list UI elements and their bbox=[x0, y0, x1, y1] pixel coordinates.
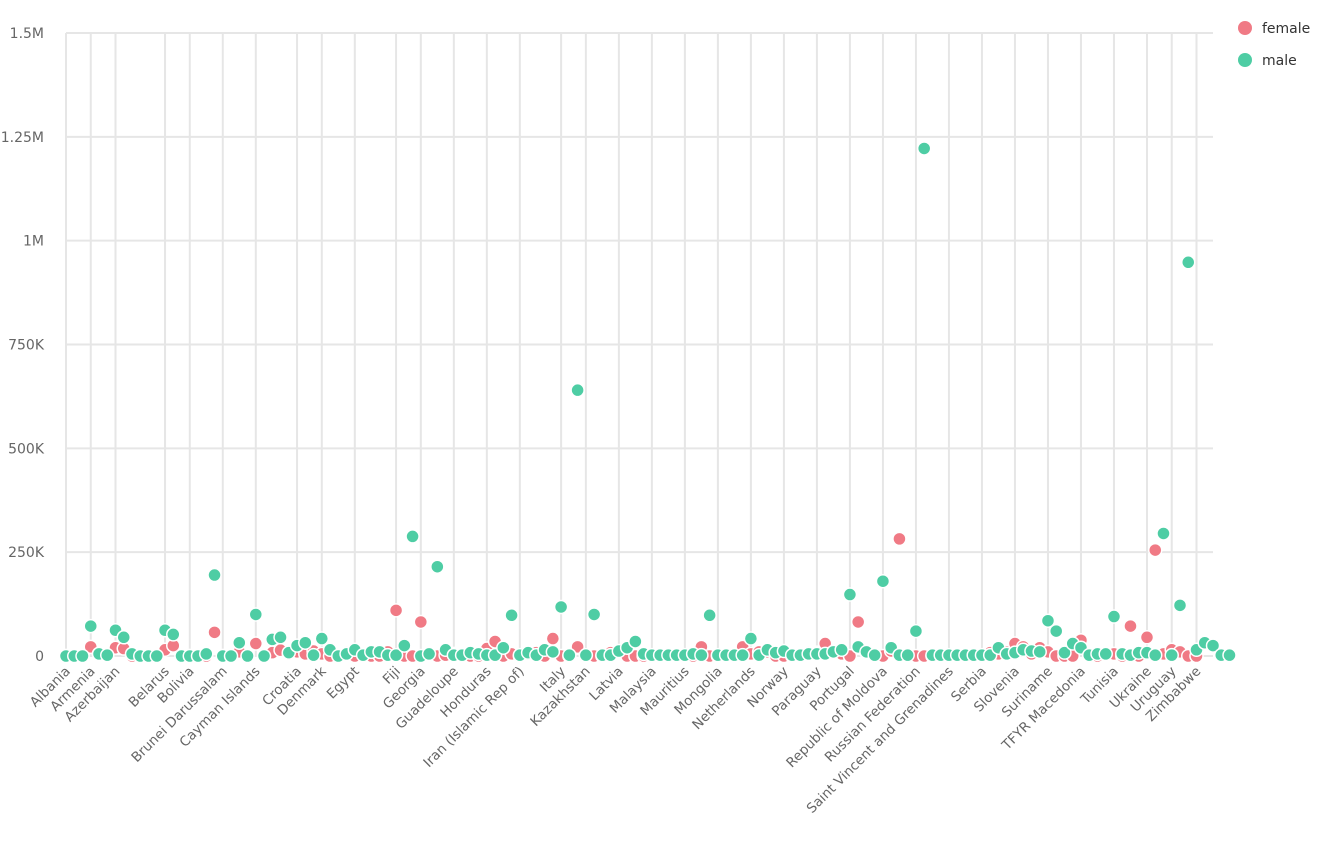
data-point-male[interactable] bbox=[496, 640, 511, 655]
data-point-male[interactable] bbox=[149, 648, 165, 664]
data-point-male[interactable] bbox=[1032, 644, 1047, 660]
y-tick-label: 1M bbox=[23, 234, 44, 250]
data-point-male[interactable] bbox=[702, 608, 717, 623]
data-point-male[interactable] bbox=[586, 607, 602, 622]
data-point-male[interactable] bbox=[1164, 647, 1179, 663]
data-point-male[interactable] bbox=[1106, 609, 1122, 624]
data-point-male[interactable] bbox=[256, 648, 272, 664]
data-point-male[interactable] bbox=[1156, 526, 1171, 541]
data-point-male[interactable] bbox=[83, 618, 99, 634]
data-point-male[interactable] bbox=[834, 642, 849, 658]
data-point-male[interactable] bbox=[867, 647, 882, 663]
data-point-male[interactable] bbox=[298, 635, 313, 650]
y-tick-label: 250K bbox=[8, 545, 45, 561]
data-point-male[interactable] bbox=[504, 608, 519, 623]
data-point-female[interactable] bbox=[1139, 630, 1155, 645]
legend-label-female: female bbox=[1262, 21, 1310, 37]
data-point-male[interactable] bbox=[1040, 613, 1056, 628]
data-point-male[interactable] bbox=[273, 630, 288, 645]
data-point-male[interactable] bbox=[314, 631, 330, 646]
y-tick-label: 1.5M bbox=[10, 26, 44, 42]
data-point-female[interactable] bbox=[388, 603, 404, 618]
data-point-male[interactable] bbox=[1057, 645, 1072, 660]
data-point-male[interactable] bbox=[908, 623, 924, 639]
data-point-male[interactable] bbox=[1098, 646, 1113, 662]
data-point-male[interactable] bbox=[116, 630, 132, 645]
data-point-male[interactable] bbox=[1147, 647, 1163, 663]
data-point-male[interactable] bbox=[306, 647, 321, 663]
data-point-male[interactable] bbox=[1172, 598, 1188, 613]
data-point-male[interactable] bbox=[743, 631, 759, 646]
data-point-male[interactable] bbox=[735, 647, 750, 663]
x-tick-label: Egypt bbox=[324, 664, 363, 703]
data-point-male[interactable] bbox=[578, 647, 594, 663]
y-tick-label: 500K bbox=[8, 441, 45, 457]
data-point-male[interactable] bbox=[240, 648, 255, 664]
legend-marker-female bbox=[1238, 21, 1252, 35]
data-point-male[interactable] bbox=[900, 647, 915, 663]
data-point-male[interactable] bbox=[75, 648, 90, 664]
data-point-male[interactable] bbox=[842, 587, 858, 602]
data-point-male[interactable] bbox=[207, 567, 222, 583]
data-point-female[interactable] bbox=[1123, 618, 1138, 634]
data-point-male[interactable] bbox=[421, 646, 437, 662]
data-point-male[interactable] bbox=[916, 141, 932, 156]
data-point-male[interactable] bbox=[199, 646, 214, 662]
data-point-male[interactable] bbox=[166, 627, 181, 642]
data-point-male[interactable] bbox=[562, 647, 577, 663]
data-point-male[interactable] bbox=[628, 634, 643, 649]
data-point-female[interactable] bbox=[545, 631, 561, 646]
legend-label-male: male bbox=[1262, 53, 1297, 69]
data-point-male[interactable] bbox=[545, 644, 561, 660]
data-point-male[interactable] bbox=[223, 648, 239, 664]
data-point-male[interactable] bbox=[397, 638, 412, 653]
data-point-male[interactable] bbox=[248, 607, 264, 622]
data-point-male[interactable] bbox=[1205, 638, 1221, 653]
data-point-male[interactable] bbox=[1222, 647, 1237, 663]
data-point-male[interactable] bbox=[570, 382, 585, 398]
data-point-female[interactable] bbox=[850, 614, 866, 630]
data-points bbox=[58, 141, 1237, 664]
y-axis-ticks: 0 250K 500K 750K 1M 1.25M 1.5M bbox=[1, 26, 45, 665]
legend: female male bbox=[1238, 21, 1310, 69]
grid bbox=[65, 32, 1213, 657]
y-tick-label: 0 bbox=[35, 649, 44, 665]
y-tick-label: 750K bbox=[8, 338, 45, 354]
data-point-female[interactable] bbox=[207, 625, 222, 640]
data-point-male[interactable] bbox=[388, 647, 404, 663]
data-point-female[interactable] bbox=[413, 614, 429, 630]
data-point-male[interactable] bbox=[875, 573, 891, 589]
data-point-female[interactable] bbox=[892, 531, 907, 547]
data-point-male[interactable] bbox=[694, 647, 709, 663]
data-point-female[interactable] bbox=[1147, 542, 1163, 558]
data-point-male[interactable] bbox=[553, 599, 569, 615]
data-point-male[interactable] bbox=[100, 647, 115, 663]
legend-marker-male bbox=[1238, 53, 1252, 67]
data-point-male[interactable] bbox=[430, 559, 445, 574]
y-tick-label: 1.25M bbox=[1, 130, 44, 146]
data-point-male[interactable] bbox=[1180, 255, 1196, 270]
data-point-male[interactable] bbox=[405, 529, 420, 544]
data-point-male[interactable] bbox=[1048, 623, 1064, 639]
data-point-female[interactable] bbox=[248, 636, 264, 651]
data-point-male[interactable] bbox=[232, 635, 247, 650]
